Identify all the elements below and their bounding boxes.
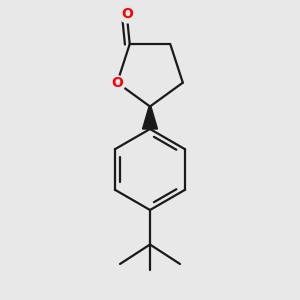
Polygon shape [142,106,158,129]
Text: O: O [121,7,133,21]
Text: O: O [111,76,123,90]
